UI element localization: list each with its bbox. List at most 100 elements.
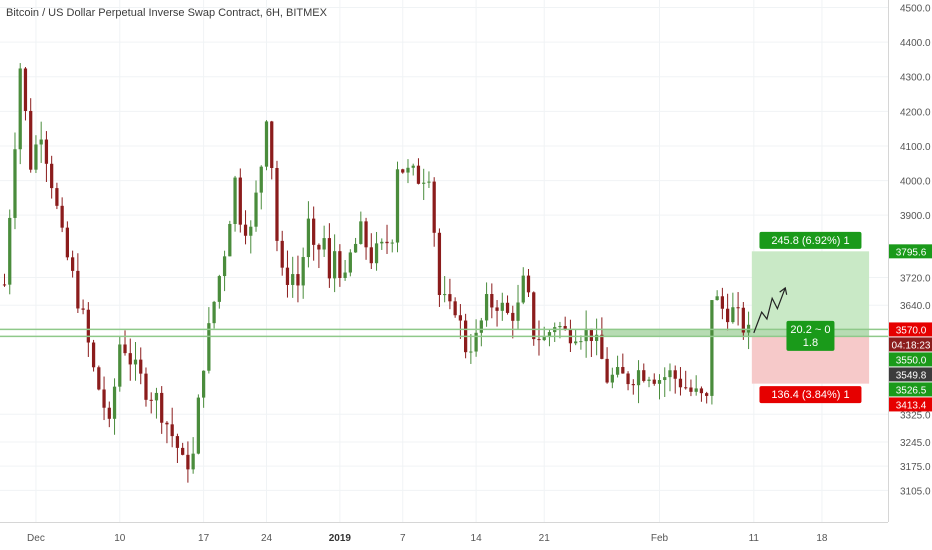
candle-body [249, 226, 253, 236]
candle-body [327, 238, 332, 279]
candle-body [542, 337, 546, 341]
candle-body [678, 378, 683, 388]
candle-body [97, 367, 101, 390]
time-tick-label: 18 [816, 533, 828, 544]
candle-body [238, 177, 242, 225]
time-tick-label: Feb [651, 533, 669, 544]
candle-body [594, 334, 599, 341]
candle-body [18, 68, 22, 150]
candle-body [8, 217, 12, 285]
candle-body [322, 238, 326, 250]
price-axis-badge-text: 3526.5 [896, 385, 927, 396]
chart-title: Bitcoin / US Dollar Perpetual Inverse Sw… [6, 7, 327, 19]
candle-body [626, 373, 630, 385]
candle-body [631, 384, 635, 386]
candle-body [181, 447, 185, 455]
target-label-text: 245.8 (6.92%) 1 [771, 235, 849, 247]
price-tick-label: 3720.0 [900, 274, 931, 285]
candle-body [741, 307, 745, 333]
candle-body [306, 218, 311, 258]
candle-body [474, 332, 478, 352]
candle-body [505, 302, 510, 313]
price-axis-badge-text: 3550.0 [896, 355, 927, 366]
price-axis-badge-text: 3549.8 [896, 370, 927, 381]
candle-body [547, 332, 552, 338]
candle-body [416, 165, 421, 184]
candle-body [615, 367, 620, 375]
candle-body [254, 192, 258, 227]
risk-reward-label-text: 1.8 [803, 337, 818, 349]
candle-body [574, 341, 578, 344]
candle-body [663, 377, 667, 381]
candle-body [432, 181, 436, 233]
candle-body [479, 320, 483, 333]
candle-body [144, 373, 148, 400]
candle-body [558, 326, 562, 328]
time-tick-label: 24 [261, 533, 273, 544]
candle-body [532, 292, 536, 340]
candle-body [710, 300, 714, 396]
candle-body [139, 359, 143, 374]
time-tick-label: 14 [471, 533, 483, 544]
candle-body [390, 242, 394, 244]
candle-body [705, 393, 709, 396]
price-tick-label: 3900.0 [900, 211, 931, 222]
candle-body [44, 139, 49, 164]
candle-body [285, 267, 290, 285]
entry-zone [601, 329, 870, 337]
candle-body [369, 247, 373, 264]
candle-body [259, 166, 263, 193]
candle-body [427, 181, 431, 183]
candle-body [233, 177, 237, 224]
price-axis-badge-text: 3795.6 [896, 247, 927, 258]
candle-body [343, 272, 347, 278]
candle-body [112, 386, 117, 419]
candle-body [243, 224, 248, 236]
time-tick-label: Dec [27, 533, 45, 544]
candle-body [443, 294, 447, 296]
candle-body [275, 168, 279, 241]
candle-body [725, 308, 730, 323]
price-axis-badge-text: 3413.4 [896, 400, 927, 411]
price-tick-label: 3245.0 [900, 438, 931, 449]
candle-body [453, 301, 457, 316]
candle-body [70, 257, 75, 271]
candle-body [102, 389, 106, 408]
candle-body [165, 422, 169, 425]
candle-body [133, 359, 138, 365]
candle-body [448, 294, 452, 302]
projection-arrowhead [779, 286, 788, 295]
price-axis-badge [889, 352, 932, 367]
candle-body [353, 243, 358, 253]
candle-body [348, 252, 352, 273]
candle-body [280, 240, 284, 268]
candle-body [212, 301, 216, 324]
price-tick-label: 4300.0 [900, 73, 931, 84]
price-axis-badge [889, 397, 932, 412]
candle-body [107, 407, 111, 419]
price-axis-badge [889, 244, 932, 259]
price-tick-label: 3105.0 [900, 486, 931, 497]
candle-body [154, 392, 159, 401]
price-tick-label: 3325.0 [900, 410, 931, 421]
price-axis-badge-text: 3570.0 [896, 325, 927, 336]
candle-body [50, 163, 54, 189]
candle-body [76, 270, 80, 309]
candle-body [2, 284, 7, 286]
candle-body [338, 251, 342, 278]
candle-body [222, 256, 227, 277]
candle-body [495, 307, 499, 311]
projection-path [753, 287, 786, 334]
time-tick-label: 17 [198, 533, 210, 544]
candle-body [170, 424, 174, 437]
candle-body [584, 328, 588, 342]
candle-body [422, 182, 426, 184]
candle-body [374, 243, 379, 264]
profit-target-zone [751, 251, 870, 330]
candle-body [270, 121, 274, 169]
price-axis-badge [889, 382, 932, 397]
candle-body [731, 307, 735, 323]
candle-body [521, 275, 525, 303]
candle-body [516, 302, 520, 321]
